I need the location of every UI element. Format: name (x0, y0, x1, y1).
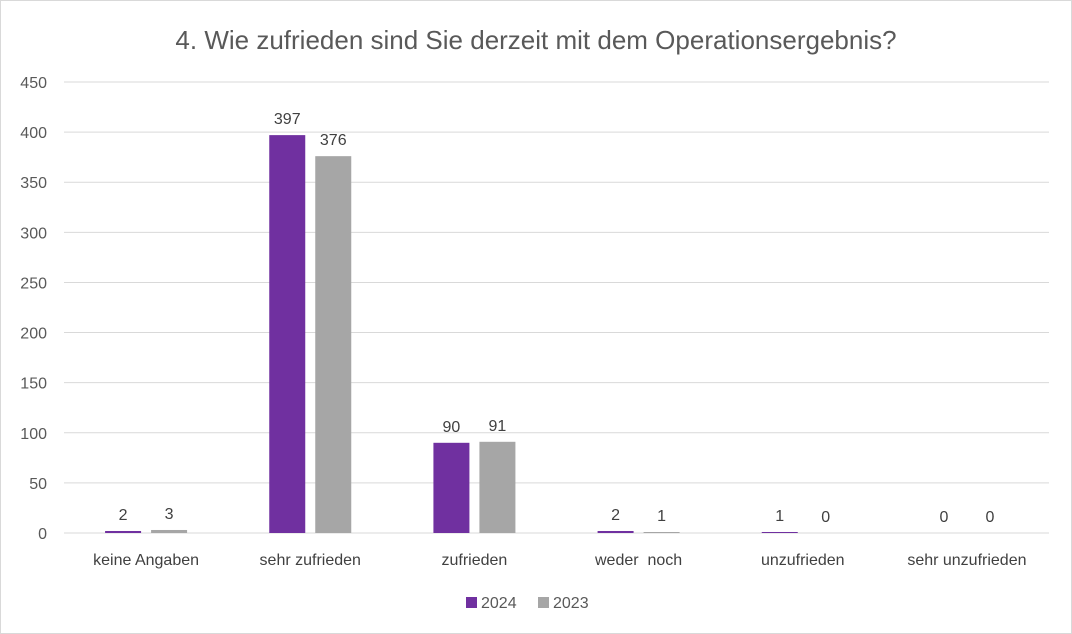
x-category-label: zufrieden (442, 552, 508, 569)
bar-2023 (479, 441, 516, 533)
data-label: 0 (821, 509, 830, 526)
data-label: 2 (119, 507, 128, 524)
data-label: 91 (489, 418, 507, 435)
x-axis-categories: keine Angaben sehr zufrieden zufrieden wede… (93, 552, 1026, 569)
bar-2023 (151, 529, 188, 533)
y-tick-label: 450 (20, 75, 47, 92)
bar-2024 (597, 530, 634, 533)
data-label: 90 (443, 419, 461, 436)
x-category-label: sehr zufrieden (260, 552, 361, 569)
data-label: 376 (320, 132, 347, 149)
legend-label: 2024 (481, 595, 517, 612)
bar-2024 (761, 531, 798, 533)
data-label: 0 (939, 509, 948, 526)
data-label: 397 (274, 111, 301, 128)
y-tick-label: 50 (29, 476, 47, 493)
bar-2023 (643, 531, 680, 533)
legend-label: 2023 (553, 595, 589, 612)
data-label: 1 (657, 508, 666, 525)
data-label: 2 (611, 507, 620, 524)
legend: 2024 2023 (466, 595, 589, 612)
chart-title: 4. Wie zufrieden sind Sie derzeit mit de… (175, 25, 896, 55)
bar-2024 (433, 442, 470, 533)
bars (105, 135, 798, 534)
data-label: 0 (985, 509, 994, 526)
y-tick-label: 350 (20, 175, 47, 192)
y-tick-label: 200 (20, 326, 47, 343)
bar-2024 (105, 530, 142, 533)
data-label: 1 (775, 508, 784, 525)
y-tick-label: 300 (20, 225, 47, 242)
legend-swatch-2023 (538, 597, 549, 608)
bar-2024 (269, 135, 306, 533)
bar-2023 (315, 156, 352, 534)
x-category-label: sehr unzufrieden (907, 552, 1026, 569)
y-tick-label: 400 (20, 125, 47, 142)
data-labels: 2 3 397 376 90 91 2 1 1 0 0 0 (119, 111, 995, 526)
data-label: 3 (165, 506, 174, 523)
legend-swatch-2024 (466, 597, 477, 608)
x-category-label: unzufrieden (761, 552, 845, 569)
y-axis-ticks: 0 50 100 150 200 250 300 350 400 450 (20, 75, 47, 543)
y-tick-label: 0 (38, 526, 47, 543)
y-tick-label: 150 (20, 376, 47, 393)
x-category-label: keine Angaben (93, 552, 199, 569)
y-tick-label: 250 (20, 275, 47, 292)
gridlines (64, 81, 1049, 534)
x-category-label: weder noch (594, 552, 682, 569)
y-tick-label: 100 (20, 426, 47, 443)
